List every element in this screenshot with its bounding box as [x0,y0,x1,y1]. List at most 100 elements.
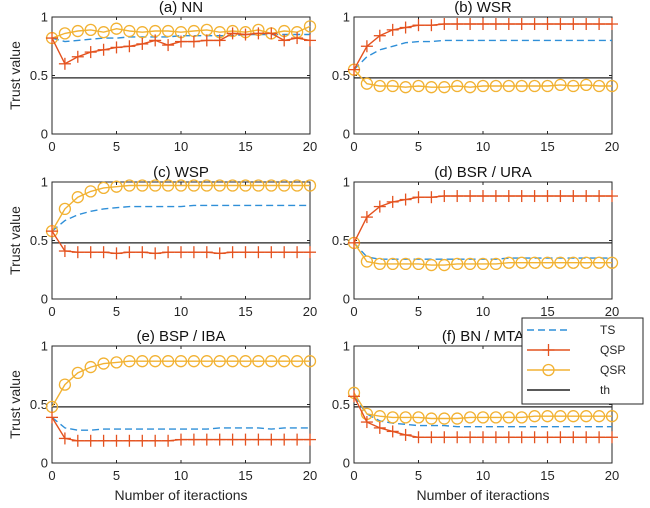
qsr-point [303,179,317,192]
qsp-point [71,50,84,63]
qsp-point [58,432,71,445]
qsr-point [412,411,425,424]
qsr-point [489,79,503,93]
qsr-point [438,258,451,272]
y-tick-label: 0.5 [30,68,48,83]
panel-title: (e) BSP / IBA [137,328,226,345]
series-qsr-line [353,242,612,266]
qsr-point [541,79,554,93]
y-tick-label: 0.5 [30,233,48,248]
qsp-point [373,29,386,42]
qsr-point [502,79,515,93]
series-qsr-line [353,392,612,420]
qsr-point [58,202,72,216]
series-ts-line [51,204,310,232]
qsr-point [123,355,136,368]
qsr-point [489,257,503,271]
series-ts-line [353,39,612,71]
qsr-point [71,366,84,380]
qsr-point [463,257,477,271]
qsp-point [175,433,187,446]
series-qsr-line [51,25,311,39]
qsr-point [303,355,317,368]
legend-item-th: th [527,383,610,397]
qsp-point [412,431,425,444]
qsp-point [580,18,593,31]
legend-label: QSR [600,363,626,377]
qsp-point [123,246,136,259]
x-tick-label: 10 [476,139,490,154]
qsr-point [161,355,175,368]
qsp-point [348,63,360,76]
x-tick-label: 20 [605,468,619,483]
series-qsr-line [353,69,612,88]
qsp-point [477,18,489,31]
qsr-point [541,410,554,423]
qsp-point [71,434,84,447]
legend: TS QSP QSR th [521,317,644,405]
qsp-point [438,190,451,203]
x-tick-label: 20 [303,304,317,319]
qsp-point [46,411,58,424]
qsr-point [438,412,451,425]
legend-marker [542,363,555,377]
qsr-point [226,355,239,368]
legend-marker [542,344,555,356]
qsp-point [200,246,213,259]
qsp-point [515,190,528,203]
panel-2: 0 5 10 15 20 0 0.5 1 (b) WSR [332,0,619,154]
qsr-point [451,79,464,93]
qsp-point [110,247,123,260]
qsp-point [438,431,451,444]
qsr-point [580,410,593,423]
qsr-point [580,78,593,92]
qsr-point [110,180,123,193]
qsp-point [213,433,226,446]
y-axis-label: Trust value [7,370,23,439]
x-tick-label: 10 [174,468,188,483]
x-tick-label: 5 [113,468,120,483]
qsp-point [541,431,554,444]
qsp-point [265,246,278,259]
legend-item-ts: TS [527,323,615,337]
qsp-point [265,27,278,40]
qsp-point [175,35,187,48]
qsp-point [528,190,541,203]
x-tick-label: 20 [605,304,619,319]
qsr-point [265,355,278,368]
qsr-point [554,410,567,423]
qsp-point [187,35,200,48]
panel-title: (f) BN / MTA [442,328,524,345]
panel-title: (d) BSR / URA [434,164,532,181]
qsr-point [554,78,567,92]
plot-area [353,16,613,135]
qsr-point [515,256,528,269]
qsr-point [605,79,619,93]
qsp-point [425,19,438,32]
qsp-point [226,246,239,259]
qsr-point [97,181,110,195]
qsp-point [606,190,618,203]
qsr-point [174,179,188,192]
qsp-point [149,434,162,447]
x-tick-label: 5 [113,304,120,319]
qsp-point [149,34,162,47]
y-tick-label: 1 [41,339,48,354]
qsr-point [528,79,541,93]
x-axis-label: Number of iteractions [416,487,549,503]
qsr-point [213,355,226,368]
x-tick-label: 0 [350,139,357,154]
qsr-point [425,258,438,272]
qsp-point [399,193,412,206]
legend-label: th [600,383,610,397]
qsp-point [97,434,110,447]
y-tick-label: 1 [41,10,48,25]
qsp-point [386,195,399,208]
qsp-point [278,246,291,259]
qsp-point [502,431,515,444]
qsp-point [291,433,304,446]
qsp-point [412,19,425,32]
qsp-point [451,18,464,31]
qsp-point [136,246,149,259]
qsp-point [567,190,580,203]
